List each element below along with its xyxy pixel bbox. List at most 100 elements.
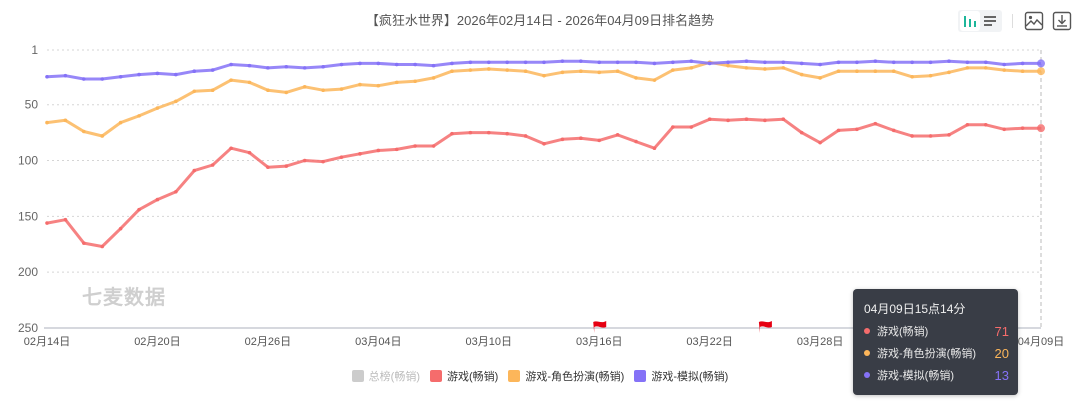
data-point[interactable] xyxy=(542,60,546,65)
data-point[interactable] xyxy=(505,131,509,136)
data-point[interactable] xyxy=(818,76,822,80)
data-point[interactable] xyxy=(450,131,454,136)
data-point[interactable] xyxy=(579,136,583,141)
data-point[interactable] xyxy=(983,123,988,127)
data-point[interactable] xyxy=(652,61,657,66)
data-point[interactable] xyxy=(597,70,602,75)
legend-item[interactable]: 游戏(畅销) xyxy=(430,368,498,384)
data-point[interactable] xyxy=(1002,68,1006,72)
data-point[interactable] xyxy=(873,69,878,74)
data-point[interactable] xyxy=(505,60,509,65)
data-point[interactable] xyxy=(284,90,289,95)
data-point[interactable] xyxy=(302,66,307,70)
data-point[interactable] xyxy=(358,82,362,87)
data-point[interactable] xyxy=(1020,61,1025,66)
data-point[interactable] xyxy=(615,69,620,74)
data-point[interactable] xyxy=(965,60,970,65)
data-point[interactable] xyxy=(763,67,767,71)
data-point[interactable] xyxy=(707,61,712,66)
data-point[interactable] xyxy=(247,150,252,155)
data-point[interactable] xyxy=(376,148,381,153)
data-point[interactable] xyxy=(891,128,896,133)
data-point[interactable] xyxy=(781,117,786,122)
data-point[interactable] xyxy=(965,66,970,70)
data-point[interactable] xyxy=(818,140,822,145)
data-point[interactable] xyxy=(174,189,178,194)
data-point[interactable] xyxy=(744,59,749,63)
data-point[interactable] xyxy=(82,77,86,81)
data-point[interactable] xyxy=(799,61,804,66)
download-button[interactable] xyxy=(1051,10,1073,32)
data-point[interactable] xyxy=(707,117,712,122)
data-point[interactable] xyxy=(781,60,786,65)
data-point[interactable] xyxy=(910,60,914,65)
data-point[interactable] xyxy=(1037,59,1045,68)
data-point[interactable] xyxy=(799,130,804,135)
data-point[interactable] xyxy=(210,163,215,167)
data-point[interactable] xyxy=(671,68,675,72)
data-point[interactable] xyxy=(63,73,68,78)
data-point[interactable] xyxy=(137,207,141,212)
data-point[interactable] xyxy=(229,62,233,67)
legend-item[interactable]: 总榜(畅销) xyxy=(351,368,420,384)
series-line[interactable] xyxy=(46,117,1041,248)
data-point[interactable] xyxy=(928,73,933,78)
data-point[interactable] xyxy=(450,69,454,74)
data-point[interactable] xyxy=(100,134,105,138)
data-point[interactable] xyxy=(413,62,417,67)
data-point[interactable] xyxy=(339,62,344,67)
flag-icon[interactable] xyxy=(593,321,607,333)
data-point[interactable] xyxy=(781,66,786,70)
data-point[interactable] xyxy=(947,70,951,75)
data-point[interactable] xyxy=(266,165,270,170)
data-point[interactable] xyxy=(82,129,86,134)
data-point[interactable] xyxy=(229,146,233,151)
data-point[interactable] xyxy=(652,146,657,151)
data-point[interactable] xyxy=(431,63,436,68)
data-point[interactable] xyxy=(174,72,178,77)
data-point[interactable] xyxy=(394,147,399,152)
data-point[interactable] xyxy=(634,139,638,144)
data-point[interactable] xyxy=(229,78,233,82)
data-point[interactable] xyxy=(523,134,528,138)
data-point[interactable] xyxy=(302,85,307,89)
data-point[interactable] xyxy=(983,66,988,70)
data-point[interactable] xyxy=(983,60,988,65)
data-point[interactable] xyxy=(763,118,767,123)
data-point[interactable] xyxy=(45,221,49,225)
chart-mode-bar-button[interactable] xyxy=(960,11,980,31)
data-point[interactable] xyxy=(321,159,325,164)
data-point[interactable] xyxy=(192,89,197,94)
data-point[interactable] xyxy=(836,69,841,74)
data-point[interactable] xyxy=(855,60,859,65)
data-point[interactable] xyxy=(947,59,951,63)
data-point[interactable] xyxy=(486,130,491,135)
data-point[interactable] xyxy=(744,117,749,122)
data-point[interactable] xyxy=(413,144,417,148)
data-point[interactable] xyxy=(118,120,123,125)
legend-item[interactable]: 游戏-模拟(畅销) xyxy=(634,368,728,384)
data-point[interactable] xyxy=(358,61,362,66)
data-point[interactable] xyxy=(689,125,694,129)
data-point[interactable] xyxy=(358,152,362,156)
data-point[interactable] xyxy=(818,62,822,67)
data-point[interactable] xyxy=(321,64,325,69)
data-point[interactable] xyxy=(671,60,675,65)
data-point[interactable] xyxy=(431,144,436,148)
data-point[interactable] xyxy=(965,123,970,127)
data-point[interactable] xyxy=(1002,62,1006,67)
data-point[interactable] xyxy=(1037,124,1045,133)
data-point[interactable] xyxy=(505,68,509,72)
data-point[interactable] xyxy=(174,99,178,104)
data-point[interactable] xyxy=(192,69,197,74)
data-point[interactable] xyxy=(910,74,914,79)
data-point[interactable] xyxy=(597,138,602,143)
data-point[interactable] xyxy=(45,74,49,79)
data-point[interactable] xyxy=(302,158,307,163)
data-point[interactable] xyxy=(615,133,620,137)
data-point[interactable] xyxy=(155,106,160,110)
data-point[interactable] xyxy=(560,137,565,142)
data-point[interactable] xyxy=(1020,126,1025,130)
data-point[interactable] xyxy=(376,83,381,88)
